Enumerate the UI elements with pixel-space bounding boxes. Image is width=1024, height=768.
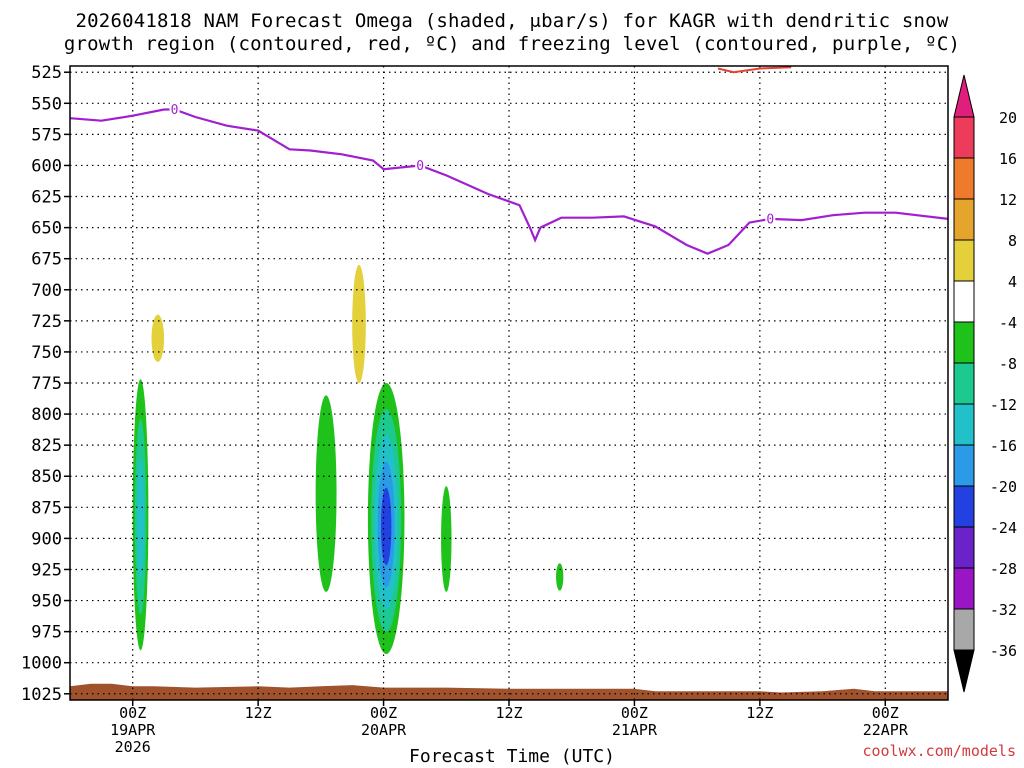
- omega-cell-4-level--4: [556, 563, 564, 591]
- colorbar-label-12: -32: [990, 601, 1017, 619]
- colorbar-bin-9: [953, 485, 975, 528]
- x-tick-label-5: 12Z: [746, 704, 773, 722]
- terrain-fill: [70, 683, 948, 700]
- colorbar-bin-1: [953, 157, 975, 200]
- y-tick-label-775: 775: [31, 374, 62, 394]
- freezing-level-label-2: 0: [766, 212, 774, 227]
- y-tick-label-1025: 1025: [21, 685, 62, 705]
- y-tick-label-1000: 1000: [21, 654, 62, 674]
- freezing-level-line: [69, 108, 949, 255]
- y-tick-label-800: 800: [31, 405, 62, 425]
- colorbar-label-4: 4: [1008, 273, 1017, 291]
- freezing-level-label-bg-0: [169, 101, 180, 116]
- colorbar-label-1: 16: [999, 150, 1017, 168]
- colorbar-top-arrow: [953, 74, 975, 118]
- colorbar-label-7: -12: [990, 396, 1017, 414]
- y-tick-label-575: 575: [31, 125, 62, 145]
- colorbar-bin-4: [953, 280, 975, 323]
- y-tick-label-900: 900: [31, 529, 62, 549]
- x-axis-label: Forecast Time (UTC): [409, 746, 615, 767]
- y-tick-label-650: 650: [31, 219, 62, 239]
- x-tick-date-2: 20APR: [361, 721, 407, 739]
- y-tick-label-600: 600: [31, 156, 62, 176]
- x-tick-year-0: 2026: [115, 738, 151, 756]
- colorbar-label-0: 20: [999, 109, 1017, 127]
- y-tick-label-850: 850: [31, 467, 62, 487]
- x-tick-label-1: 12Z: [245, 704, 272, 722]
- colorbar-bin-12: [953, 608, 975, 651]
- omega-cell-5-level-4: [151, 314, 165, 362]
- colorbar-label-3: 8: [1008, 232, 1017, 250]
- colorbar-label-6: -8: [999, 355, 1017, 373]
- colorbar-label-9: -20: [990, 478, 1017, 496]
- y-tick-label-625: 625: [31, 188, 62, 208]
- omega-cell-3-level--4: [441, 486, 452, 592]
- colorbar-bin-5: [953, 321, 975, 364]
- chart-title-line-1: 2026041818 NAM Forecast Omega (shaded, μ…: [75, 10, 949, 32]
- colorbar-bin-6: [953, 362, 975, 405]
- y-tick-label-875: 875: [31, 498, 62, 518]
- source-link[interactable]: coolwx.com/models: [862, 742, 1016, 760]
- colorbar-bin-11: [953, 567, 975, 610]
- y-tick-label-725: 725: [31, 312, 62, 332]
- y-tick-label-925: 925: [31, 560, 62, 580]
- colorbar-bin-10: [953, 526, 975, 569]
- colorbar-label-10: -24: [990, 519, 1017, 537]
- omega-cell-2-level--20: [380, 487, 392, 566]
- freezing-level-label-bg-2: [765, 210, 776, 225]
- freezing-level-label-bg-1: [415, 157, 426, 172]
- freezing-level-label-1: 0: [416, 159, 424, 174]
- colorbar-bin-7: [953, 403, 975, 446]
- y-tick-label-525: 525: [31, 63, 62, 83]
- y-tick-label-550: 550: [31, 94, 62, 114]
- x-tick-label-6: 00Z: [872, 704, 899, 722]
- x-tick-date-4: 21APR: [612, 721, 658, 739]
- colorbar-bin-2: [953, 198, 975, 241]
- chart-title-line-2: growth region (contoured, red, ºC) and f…: [63, 33, 961, 55]
- omega-cell-1-level--4: [315, 395, 337, 592]
- x-tick-label-3: 12Z: [495, 704, 522, 722]
- colorbar-bin-0: [953, 116, 975, 159]
- x-tick-label-0: 00Z: [119, 704, 146, 722]
- x-tick-label-2: 00Z: [370, 704, 397, 722]
- omega-cell-0-level--12: [137, 458, 145, 579]
- freezing-level-label-0: 0: [171, 103, 179, 118]
- y-tick-label-750: 750: [31, 343, 62, 363]
- x-tick-date-6: 22APR: [863, 721, 909, 739]
- omega-cell-6-level-4: [352, 264, 366, 383]
- y-tick-label-700: 700: [31, 281, 62, 301]
- y-tick-label-675: 675: [31, 250, 62, 270]
- colorbar-label-2: 12: [999, 191, 1017, 209]
- colorbar-bin-3: [953, 239, 975, 282]
- y-tick-label-950: 950: [31, 592, 62, 612]
- colorbar-bin-8: [953, 444, 975, 487]
- x-tick-date-0: 19APR: [110, 721, 156, 739]
- colorbar-label-11: -28: [990, 560, 1017, 578]
- x-tick-label-4: 00Z: [621, 704, 648, 722]
- colorbar-bottom-arrow: [953, 649, 975, 693]
- y-tick-label-825: 825: [31, 436, 62, 456]
- plot-area: [70, 66, 948, 700]
- dendritic-zone-line: [717, 66, 792, 74]
- y-tick-label-975: 975: [31, 623, 62, 643]
- colorbar-label-13: -36: [990, 642, 1017, 660]
- colorbar-label-5: -4: [999, 314, 1017, 332]
- colorbar-label-8: -16: [990, 437, 1017, 455]
